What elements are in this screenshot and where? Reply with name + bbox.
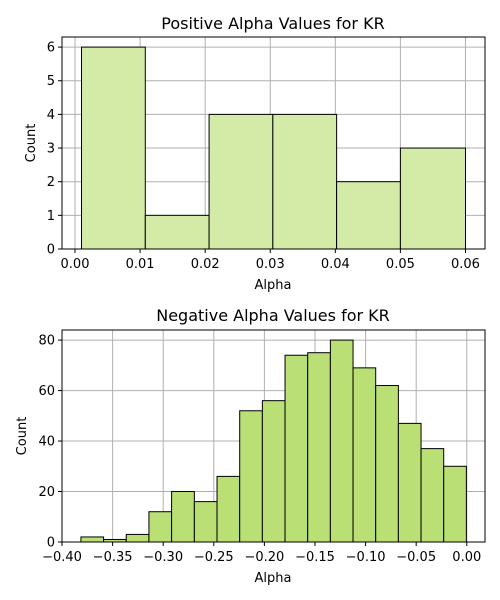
bars	[81, 46, 466, 250]
bars	[80, 339, 467, 543]
x-tick-label: 0.00	[61, 257, 90, 272]
y-tick-label: 3	[47, 142, 55, 157]
y-axis-label: Count	[15, 417, 30, 456]
histogram-bar	[420, 448, 445, 543]
x-tick-label: 0.05	[386, 257, 415, 272]
plot-frame	[61, 329, 486, 543]
histogram-bar	[80, 536, 105, 543]
x-tick-label: −0.40	[42, 550, 82, 565]
y-tick-label: 40	[38, 435, 55, 450]
histogram-bar	[284, 354, 309, 543]
y-tick-label: 4	[47, 108, 55, 123]
x-tick-label: −0.20	[244, 550, 284, 565]
histogram-bar	[239, 410, 263, 543]
x-tick-label: −0.15	[295, 550, 335, 565]
y-tick-label: 0	[47, 243, 55, 258]
x-tick-label: −0.05	[396, 550, 436, 565]
y-tick-label: 1	[47, 209, 55, 224]
y-tick-label: 80	[38, 334, 55, 349]
x-tick-label: 0.04	[321, 257, 350, 272]
histogram-bar	[125, 533, 150, 543]
x-tick-label: 0.03	[256, 257, 285, 272]
x-ticks: 0.00 0.01 0.02 0.03 0.04 0.05 0.06	[61, 249, 480, 272]
positive-alpha-histogram: Positive Alpha Values for KR Alpha Count…	[24, 14, 486, 293]
histogram-bar	[261, 400, 286, 543]
histogram-bar	[81, 46, 146, 250]
negative-alpha-histogram: Negative Alpha Values for KR Alpha Count…	[15, 306, 486, 586]
x-tick-label: −0.10	[346, 550, 386, 565]
x-tick-label: −0.35	[93, 550, 133, 565]
y-tick-label: 0	[47, 536, 55, 551]
x-tick-label: 0.01	[126, 257, 155, 272]
y-ticks: 0 1 2 3 4 5 6	[47, 41, 62, 258]
histogram-bar	[272, 113, 338, 250]
x-tick-label: 0.00	[452, 550, 481, 565]
x-tick-label: −0.25	[194, 550, 234, 565]
y-tick-label: 2	[47, 175, 55, 190]
histogram-bar	[208, 113, 274, 250]
histogram-bar	[307, 352, 331, 543]
y-axis-label: Count	[24, 124, 39, 163]
histogram-bar	[397, 422, 422, 543]
histogram-bar	[193, 501, 218, 543]
histogram-bar	[216, 475, 241, 543]
x-ticks: −0.40 −0.35 −0.30 −0.25 −0.20 −0.15 −0.10 −0.05…	[42, 542, 481, 565]
histogram-bar	[352, 367, 377, 543]
histogram-bar	[375, 385, 399, 543]
plot-frame	[61, 36, 486, 250]
x-tick-label: −0.30	[143, 550, 183, 565]
y-tick-label: 6	[47, 41, 55, 56]
histogram-bar	[336, 181, 401, 250]
chart-title: Positive Alpha Values for KR	[161, 14, 384, 33]
y-tick-label: 60	[38, 384, 55, 399]
histogram-bar	[399, 147, 466, 250]
histogram-bar	[148, 511, 173, 543]
x-axis-label: Alpha	[255, 278, 292, 293]
y-ticks: 0 20 40 60 80	[38, 334, 62, 551]
x-axis-label: Alpha	[255, 571, 292, 586]
x-tick-label: 0.06	[451, 257, 480, 272]
histogram-bar	[171, 491, 195, 543]
chart-title: Negative Alpha Values for KR	[156, 306, 390, 325]
y-tick-label: 5	[47, 74, 55, 89]
x-tick-label: 0.02	[191, 257, 220, 272]
histogram-bar	[329, 339, 354, 543]
histogram-bar	[144, 214, 210, 250]
y-tick-label: 20	[38, 485, 55, 500]
histogram-bar	[443, 465, 467, 543]
